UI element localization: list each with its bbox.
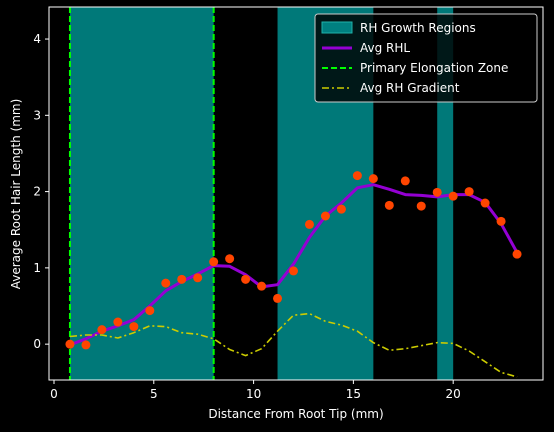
legend-label-0: RH Growth Regions [360, 21, 476, 35]
scatter-point-28 [512, 249, 522, 259]
scatter-point-14 [289, 266, 299, 276]
x-tick-label-2: 10 [246, 387, 261, 401]
scatter-point-3 [113, 317, 123, 327]
y-tick-label-2: 2 [33, 185, 41, 199]
axes: 0 5 10 15 20 0 1 2 3 4 [33, 6, 544, 401]
scatter-point-25 [464, 187, 474, 197]
scatter-point-24 [448, 191, 458, 201]
growth-region-0 [69, 7, 214, 380]
x-axis-label: Distance From Root Tip (mm) [208, 407, 383, 421]
scatter-point-2 [97, 325, 107, 335]
scatter-point-15 [304, 219, 314, 229]
x-tick-label-3: 15 [346, 387, 361, 401]
scatter-point-27 [496, 216, 506, 226]
scatter-point-7 [177, 274, 187, 284]
scatter-point-22 [416, 201, 426, 211]
x-tick-label-1: 5 [150, 387, 158, 401]
series-line-0 [69, 183, 519, 347]
y-tick-label-3: 3 [33, 108, 41, 122]
y-tick-label-1: 1 [33, 261, 41, 275]
scatter-point-16 [320, 211, 330, 221]
plot-area [65, 7, 522, 380]
series-line-1 [69, 312, 518, 378]
scatter-point-0 [65, 339, 75, 349]
x-tick-label-0: 0 [50, 387, 58, 401]
legend-swatch-0 [321, 21, 353, 34]
scatter-point-19 [368, 174, 378, 184]
y-tick-label-4: 4 [33, 32, 41, 46]
legend-label-2: Primary Elongation Zone [360, 61, 508, 75]
scatter-point-1 [81, 340, 91, 350]
scatter-point-6 [161, 278, 171, 288]
legend-label-3: Avg RH Gradient [360, 81, 460, 95]
y-axis-label: Average Root Hair Length (mm) [9, 99, 23, 290]
scatter-point-9 [209, 257, 219, 267]
x-tick-label-4: 20 [446, 387, 461, 401]
scatter-point-5 [145, 306, 155, 316]
scatter-point-11 [241, 274, 251, 284]
scatter-point-4 [129, 322, 139, 332]
scatter-point-8 [193, 273, 203, 283]
legend-box [314, 13, 538, 103]
scatter-point-23 [432, 187, 442, 197]
scatter-point-12 [257, 281, 267, 291]
scatter-point-26 [480, 198, 490, 208]
scatter-point-20 [384, 200, 394, 210]
legend: RH Growth Regions Avg RHL Primary Elongati… [314, 13, 538, 103]
y-tick-label-0: 0 [33, 337, 41, 351]
scatter-point-17 [336, 204, 346, 214]
scatter-point-10 [225, 254, 235, 264]
scatter-point-18 [352, 171, 362, 181]
scatter-point-13 [273, 293, 283, 303]
legend-label-1: Avg RHL [360, 41, 410, 55]
axes-frame [48, 6, 544, 381]
scatter-point-21 [400, 176, 410, 186]
